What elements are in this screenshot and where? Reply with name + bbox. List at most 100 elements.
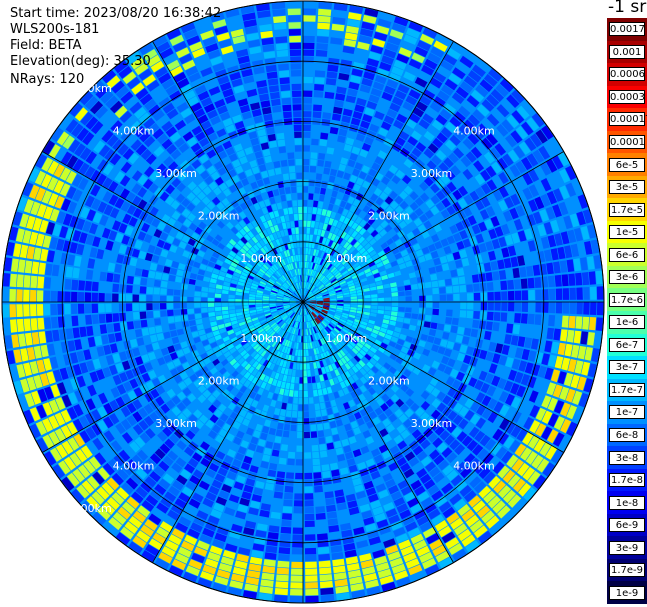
gate-cell xyxy=(308,200,313,207)
gate-cell xyxy=(381,581,396,592)
gate-cell xyxy=(420,497,434,508)
gate-cell xyxy=(293,507,303,514)
gate-cell xyxy=(327,286,334,291)
gate-cell xyxy=(343,325,350,332)
gate-cell xyxy=(274,594,288,602)
gate-cell xyxy=(388,462,399,472)
gate-cell xyxy=(426,533,440,545)
gate-cell xyxy=(422,558,437,570)
gate-cell xyxy=(325,335,331,342)
gate-cell xyxy=(432,308,439,316)
gate-cell xyxy=(517,255,526,266)
gate-cell xyxy=(535,302,542,313)
gate-cell xyxy=(319,194,325,202)
gate-cell xyxy=(166,303,174,310)
gate-cell xyxy=(366,257,374,264)
gate-cell xyxy=(415,142,427,153)
gate-cell xyxy=(315,49,328,57)
gate-cell xyxy=(321,208,327,216)
gate-cell xyxy=(549,138,562,153)
gate-cell xyxy=(451,92,465,104)
gate-cell xyxy=(324,270,330,277)
gate-cell xyxy=(595,270,603,285)
gate-cell xyxy=(347,196,355,205)
gate-cell xyxy=(345,321,353,327)
gate-cell xyxy=(364,305,371,309)
gate-cell xyxy=(303,152,310,159)
gate-cell xyxy=(361,281,369,286)
gate-cell xyxy=(463,490,477,503)
gate-cell xyxy=(366,586,381,596)
gate-cell xyxy=(275,429,283,437)
gate-cell xyxy=(470,146,483,159)
gate-cell xyxy=(132,303,139,311)
gate-cell xyxy=(488,250,497,261)
gate-cell xyxy=(351,222,359,230)
gate-cell xyxy=(167,281,175,289)
gate-cell xyxy=(351,338,358,345)
gate-cell xyxy=(334,353,340,361)
gate-cell xyxy=(558,435,571,451)
gate-cell xyxy=(507,245,517,257)
gate-cell xyxy=(429,377,439,387)
gate-cell xyxy=(359,503,371,513)
gate-cell xyxy=(344,202,352,211)
gate-cell xyxy=(304,466,312,473)
gate-cell xyxy=(391,306,398,312)
gate-cell xyxy=(521,302,529,312)
gate-cell xyxy=(258,592,273,601)
gate-cell xyxy=(527,277,535,289)
gate-cell xyxy=(541,410,553,424)
gate-cell xyxy=(306,234,310,241)
gate-cell xyxy=(284,389,290,396)
gate-cell xyxy=(320,311,327,316)
gate-cell xyxy=(375,25,390,35)
gate-cell xyxy=(400,545,415,557)
gate-cell xyxy=(565,182,577,197)
gate-cell xyxy=(510,256,519,268)
gate-cell xyxy=(372,392,381,401)
gate-cell xyxy=(44,317,52,330)
gate-cell xyxy=(431,233,440,243)
gate-cell xyxy=(549,302,556,314)
gate-cell xyxy=(357,302,364,305)
gate-cell xyxy=(327,313,334,317)
gate-cell xyxy=(326,511,338,519)
gate-cell xyxy=(358,210,367,219)
gate-cell xyxy=(412,462,424,473)
gate-cell xyxy=(332,219,339,227)
gate-cell xyxy=(469,520,484,533)
gate-cell xyxy=(375,197,384,206)
gate-cell xyxy=(303,241,306,248)
gate-cell xyxy=(503,436,515,449)
gate-cell xyxy=(161,324,170,332)
gate-cell xyxy=(493,414,504,427)
gate-cell xyxy=(451,317,459,326)
gate-cell xyxy=(463,422,475,434)
gate-cell xyxy=(335,496,346,504)
gate-cell xyxy=(439,220,449,230)
gate-cell xyxy=(341,115,351,124)
gate-cell xyxy=(287,458,295,466)
gate-cell xyxy=(567,358,577,373)
gate-cell xyxy=(318,314,324,320)
gate-cell xyxy=(78,280,86,291)
gate-cell xyxy=(380,220,389,229)
gate-cell xyxy=(543,249,553,262)
gate-cell xyxy=(445,537,460,550)
gate-cell xyxy=(324,429,332,437)
gate-cell xyxy=(417,70,431,82)
gate-cell xyxy=(561,357,571,371)
gate-cell xyxy=(317,15,331,23)
gate-cell xyxy=(396,503,409,514)
gate-cell xyxy=(307,321,310,329)
gate-cell xyxy=(471,224,481,235)
gate-cell xyxy=(277,422,284,430)
gate-cell xyxy=(214,307,222,312)
gate-cell xyxy=(344,370,352,379)
gate-cell xyxy=(296,328,299,336)
gate-cell xyxy=(201,297,208,302)
gate-cell xyxy=(295,472,303,480)
gate-cell xyxy=(398,539,412,550)
gate-cell xyxy=(315,325,320,332)
